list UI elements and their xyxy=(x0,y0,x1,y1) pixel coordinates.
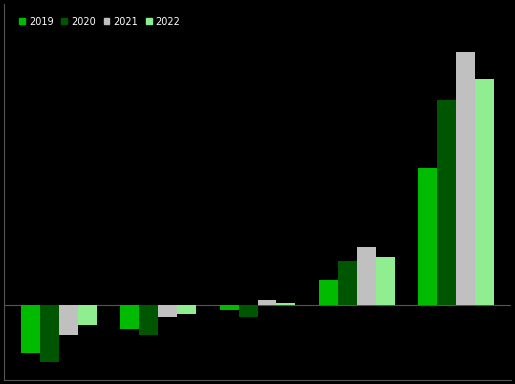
Bar xyxy=(158,305,177,317)
Bar xyxy=(121,305,139,329)
Bar xyxy=(238,305,258,317)
Bar xyxy=(258,300,277,305)
Legend: 2019, 2020, 2021, 2022: 2019, 2020, 2021, 2022 xyxy=(19,17,180,26)
Bar xyxy=(437,100,456,305)
Bar xyxy=(456,52,475,305)
Bar xyxy=(357,247,376,305)
Bar xyxy=(59,305,78,335)
Bar xyxy=(376,257,394,305)
Bar xyxy=(338,261,357,305)
Bar xyxy=(277,303,295,305)
Bar xyxy=(419,168,437,305)
Bar xyxy=(40,305,59,362)
Bar xyxy=(78,305,96,325)
Bar xyxy=(319,280,338,305)
Bar xyxy=(21,305,40,353)
Bar xyxy=(139,305,158,335)
Bar xyxy=(475,79,494,305)
Bar xyxy=(177,305,196,314)
Bar xyxy=(220,305,238,310)
